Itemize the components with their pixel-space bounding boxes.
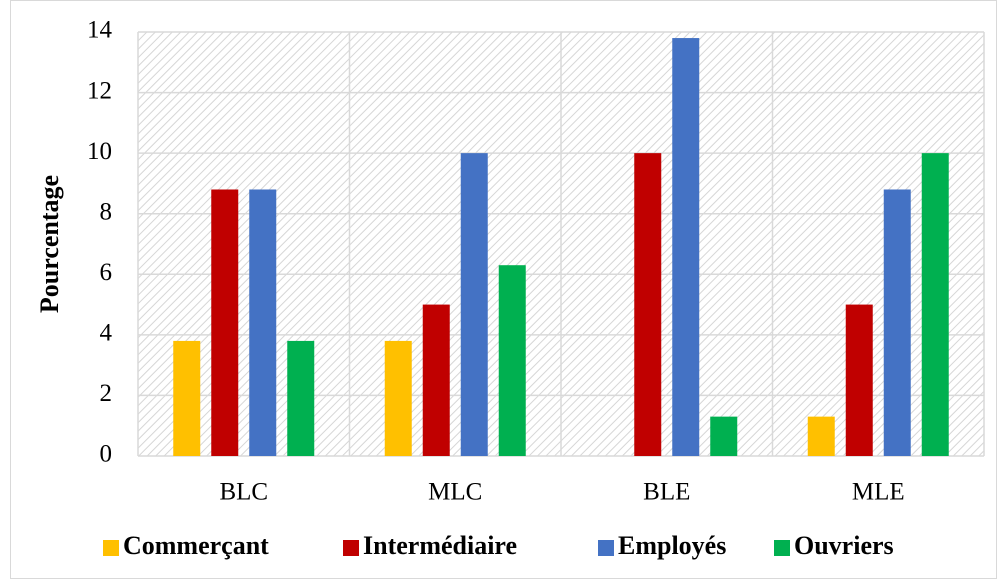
bar [287,340,315,456]
y-tick-label: 10 [87,138,112,165]
bar [460,153,488,456]
y-tick-label: 14 [87,17,113,44]
x-tick-label: BLE [643,479,690,506]
legend-swatch [343,540,359,556]
bar [672,38,700,457]
bar [921,153,949,456]
legend-label: Intermédiaire [363,531,517,560]
y-tick-label: 0 [100,441,113,468]
legend-label: Commerçant [123,531,269,560]
x-tick-label: BLC [219,479,268,506]
bar [249,189,277,456]
y-tick-label: 12 [87,77,112,104]
bar [384,340,412,456]
legend-swatch [598,540,614,556]
y-tick-label: 6 [100,259,113,286]
bar [845,304,873,456]
y-axis-label: Pourcentage [35,175,64,313]
bar [634,153,662,456]
bar [710,416,738,456]
bar [807,416,835,456]
bar [211,189,239,456]
y-tick-label: 4 [100,320,113,347]
legend-swatch [774,540,790,556]
legend-swatch [103,540,119,556]
bar [173,340,201,456]
bar [883,189,911,456]
x-tick-label: MLC [428,479,482,506]
y-tick-label: 2 [100,380,113,407]
legend-label: Employés [618,531,726,560]
x-tick-label: MLE [852,479,905,506]
y-tick-label: 8 [100,198,113,225]
bar [498,265,526,456]
bar [422,304,450,456]
legend-label: Ouvriers [794,531,894,560]
